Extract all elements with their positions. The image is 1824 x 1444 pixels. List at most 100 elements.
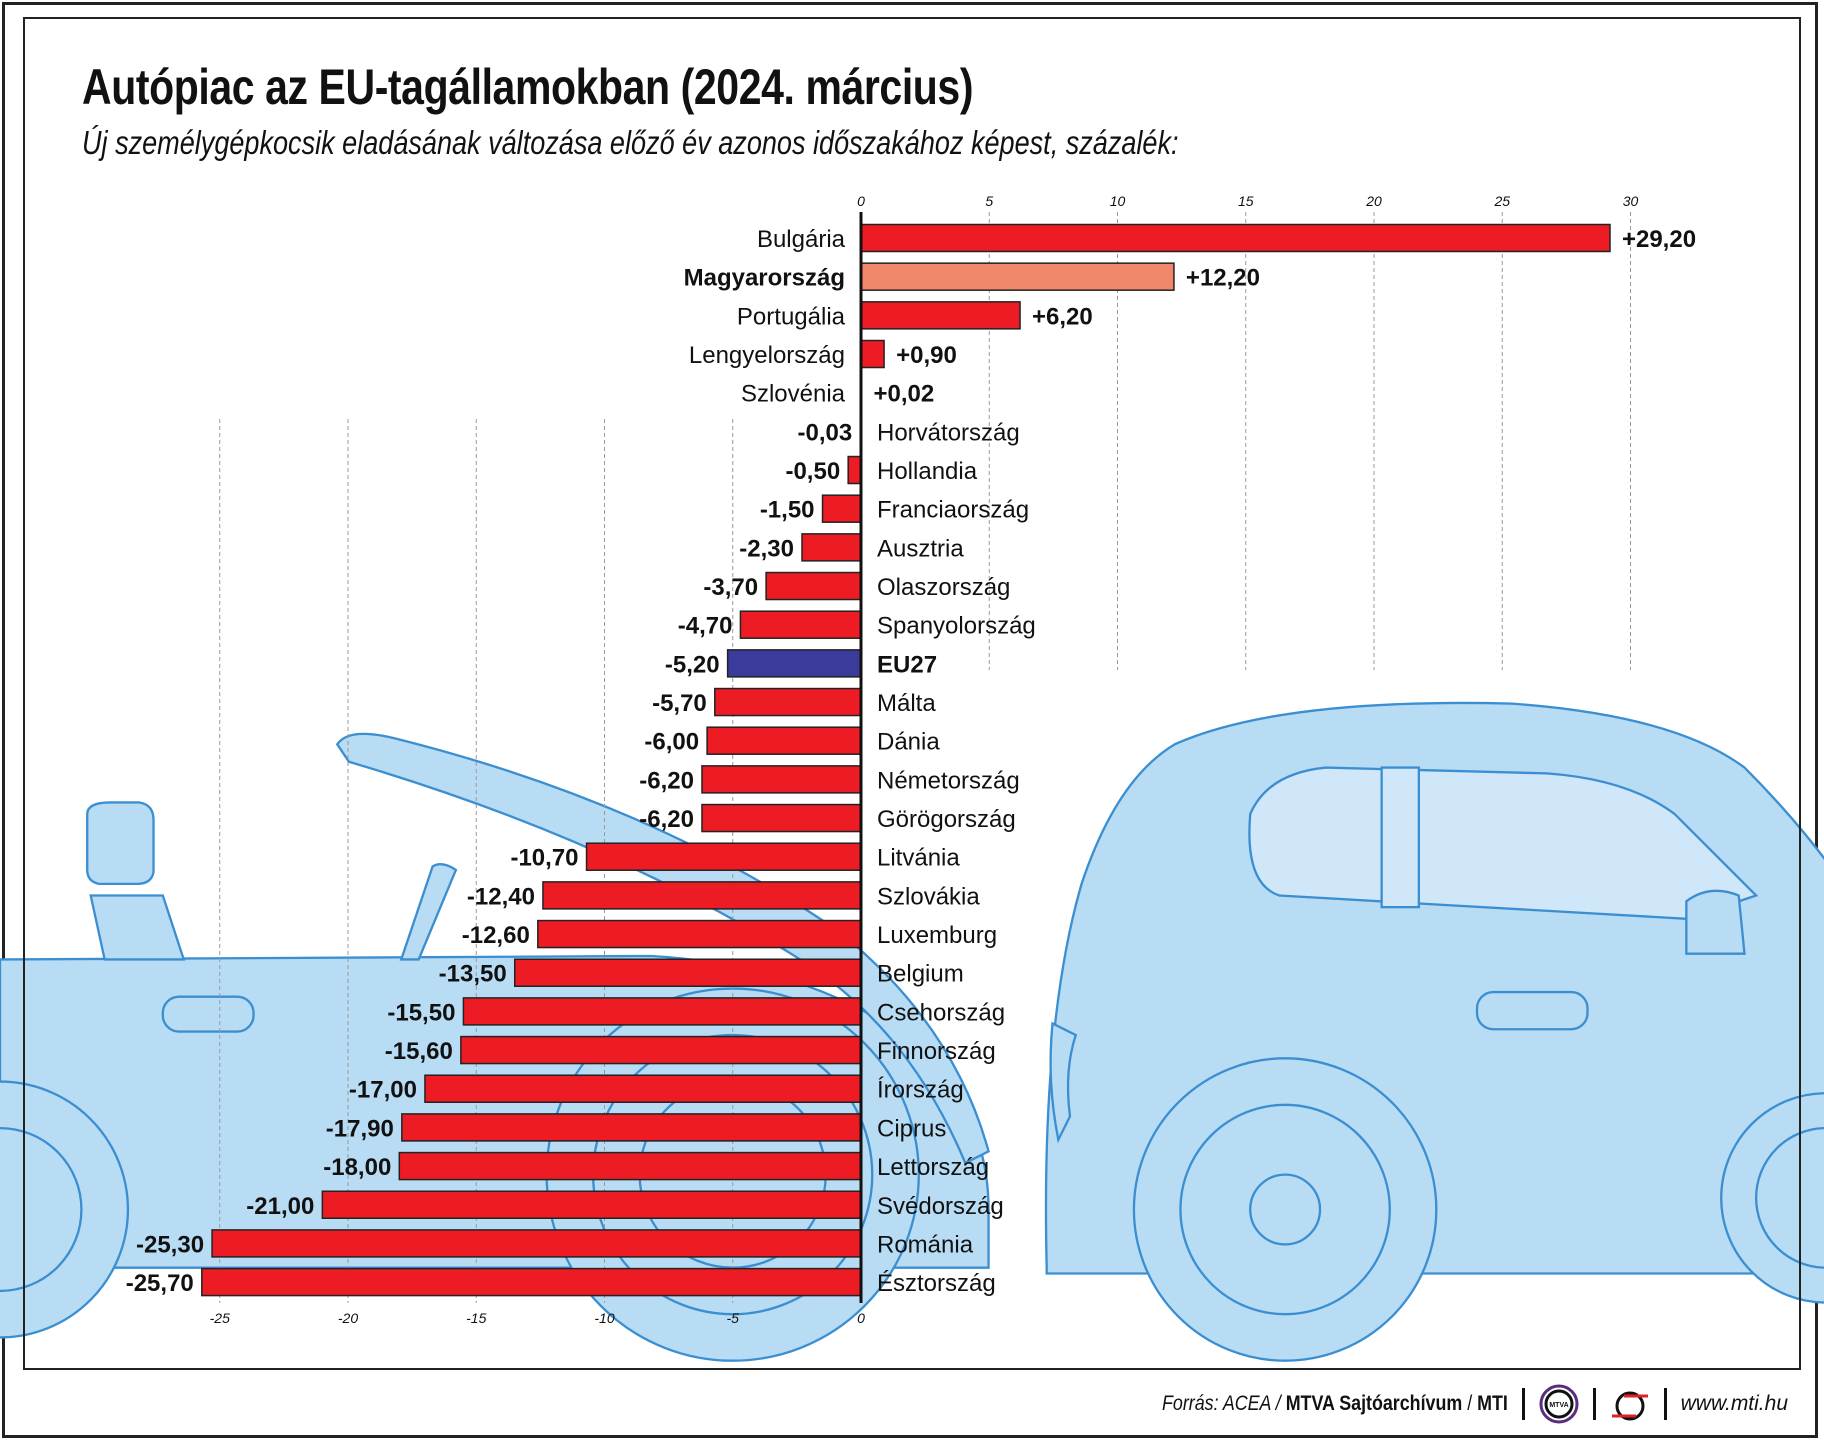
value-label: -3,70 bbox=[703, 574, 758, 601]
value-label: +6,20 bbox=[1032, 303, 1093, 330]
category-label: Svédország bbox=[877, 1193, 1004, 1220]
category-label: Luxemburg bbox=[877, 922, 997, 949]
bar bbox=[211, 1229, 862, 1258]
bar bbox=[765, 571, 862, 601]
category-label: Franciaország bbox=[877, 497, 1029, 524]
category-label: Olaszország bbox=[877, 574, 1010, 601]
value-label: -0,03 bbox=[798, 419, 853, 446]
category-label: EU27 bbox=[877, 651, 937, 678]
value-label: -15,50 bbox=[387, 999, 455, 1026]
value-label: +0,90 bbox=[896, 342, 957, 369]
top-tick-label: 20 bbox=[1365, 193, 1382, 209]
bottom-tick-label: -25 bbox=[210, 1310, 230, 1326]
category-label: Málta bbox=[877, 690, 936, 717]
value-label: -2,30 bbox=[739, 535, 794, 562]
category-label: Litvánia bbox=[877, 845, 960, 872]
value-label: -12,40 bbox=[467, 883, 535, 910]
value-label: -6,00 bbox=[644, 729, 699, 756]
category-label: Portugália bbox=[737, 303, 846, 330]
category-label: Németország bbox=[877, 767, 1020, 794]
top-tick-label: 10 bbox=[1110, 193, 1126, 209]
value-label: -5,70 bbox=[652, 690, 707, 717]
svg-text:MTVA: MTVA bbox=[1549, 1402, 1568, 1409]
bottom-tick-label: -10 bbox=[594, 1310, 614, 1326]
source-mti: MTI bbox=[1476, 1392, 1508, 1415]
bottom-tick-label: 0 bbox=[857, 1310, 865, 1326]
divider bbox=[1592, 1388, 1596, 1420]
bar bbox=[821, 494, 862, 523]
bar bbox=[860, 223, 1611, 253]
top-tick-label: 5 bbox=[985, 193, 993, 209]
bar bbox=[801, 533, 862, 562]
category-label: Szlovénia bbox=[741, 381, 846, 408]
value-label: -10,70 bbox=[510, 845, 578, 872]
category-label: Ausztria bbox=[877, 535, 964, 562]
category-label: Írország bbox=[877, 1077, 964, 1104]
footer: Forrás: ACEA / MTVA Sajtóarchívum / MTI … bbox=[1101, 1382, 1788, 1426]
bottom-tick-label: -15 bbox=[466, 1310, 486, 1326]
value-label: +29,20 bbox=[1622, 226, 1696, 253]
hatchback-car-icon bbox=[1044, 701, 1824, 1362]
inner-frame bbox=[23, 17, 1801, 1370]
value-label: -4,70 bbox=[678, 613, 733, 640]
bar bbox=[537, 919, 862, 949]
bar bbox=[726, 649, 862, 678]
category-label: Finnország bbox=[877, 1038, 996, 1065]
bottom-tick-label: -20 bbox=[338, 1310, 358, 1326]
top-tick-label: 15 bbox=[1238, 193, 1254, 209]
category-label: Dánia bbox=[877, 729, 940, 756]
bar bbox=[462, 997, 862, 1026]
chart-subtitle: Új személygépkocsik eladásának változása… bbox=[82, 124, 1179, 161]
value-label: -17,90 bbox=[326, 1115, 394, 1142]
category-label: Görögország bbox=[877, 806, 1016, 833]
bar bbox=[701, 765, 862, 794]
category-label: Csehország bbox=[877, 999, 1005, 1026]
bar bbox=[398, 1151, 862, 1181]
value-label: -1,50 bbox=[760, 497, 815, 524]
category-label: Bulgária bbox=[757, 226, 846, 253]
bar bbox=[860, 301, 1021, 330]
category-label: Lettország bbox=[877, 1154, 989, 1181]
top-tick-label: 0 bbox=[857, 193, 865, 209]
source-credit: Forrás: ACEA / MTVA Sajtóarchívum / MTI bbox=[1162, 1392, 1508, 1416]
bar bbox=[542, 881, 862, 910]
value-label: -17,00 bbox=[349, 1077, 417, 1104]
value-label: -12,60 bbox=[462, 922, 530, 949]
category-label: Ciprus bbox=[877, 1115, 946, 1142]
category-label: Belgium bbox=[877, 961, 964, 988]
mti-logo-icon bbox=[1611, 1391, 1648, 1421]
mtva-logo-icon: MTVA bbox=[1539, 1384, 1579, 1424]
category-label: Spanyolország bbox=[877, 613, 1036, 640]
bottom-tick-label: -5 bbox=[727, 1310, 740, 1326]
bar bbox=[424, 1074, 862, 1103]
category-label: Szlovákia bbox=[877, 883, 980, 910]
value-label: -15,60 bbox=[385, 1038, 453, 1065]
source-prefix: Forrás: ACEA / bbox=[1161, 1392, 1286, 1415]
bar bbox=[701, 803, 862, 833]
website-link[interactable]: www.mti.hu bbox=[1680, 1392, 1788, 1415]
divider bbox=[1663, 1388, 1667, 1420]
top-tick-label: 30 bbox=[1623, 193, 1639, 209]
value-label: -25,70 bbox=[126, 1270, 194, 1297]
category-label: Hollandia bbox=[877, 458, 978, 485]
bar bbox=[714, 687, 862, 717]
top-tick-label: 25 bbox=[1493, 193, 1510, 209]
value-label: -25,30 bbox=[136, 1231, 204, 1258]
value-label: -5,20 bbox=[665, 651, 720, 678]
value-label: -18,00 bbox=[323, 1154, 391, 1181]
category-label: Horvátország bbox=[877, 419, 1020, 446]
source-separator: / bbox=[1462, 1392, 1477, 1415]
value-label: -0,50 bbox=[785, 458, 840, 485]
category-label: Észtország bbox=[877, 1270, 996, 1297]
bar bbox=[401, 1113, 862, 1142]
value-label: -6,20 bbox=[639, 767, 694, 794]
bar bbox=[321, 1190, 862, 1219]
bar bbox=[585, 842, 862, 871]
chart-title: Autópiac az EU-tagállamokban (2024. márc… bbox=[82, 59, 974, 115]
source-archive: MTVA Sajtóarchívum bbox=[1285, 1392, 1463, 1415]
category-label: Románia bbox=[877, 1231, 974, 1258]
value-label: -13,50 bbox=[439, 961, 507, 988]
category-label: Magyarország bbox=[684, 265, 845, 292]
value-label: +0,02 bbox=[874, 381, 935, 408]
